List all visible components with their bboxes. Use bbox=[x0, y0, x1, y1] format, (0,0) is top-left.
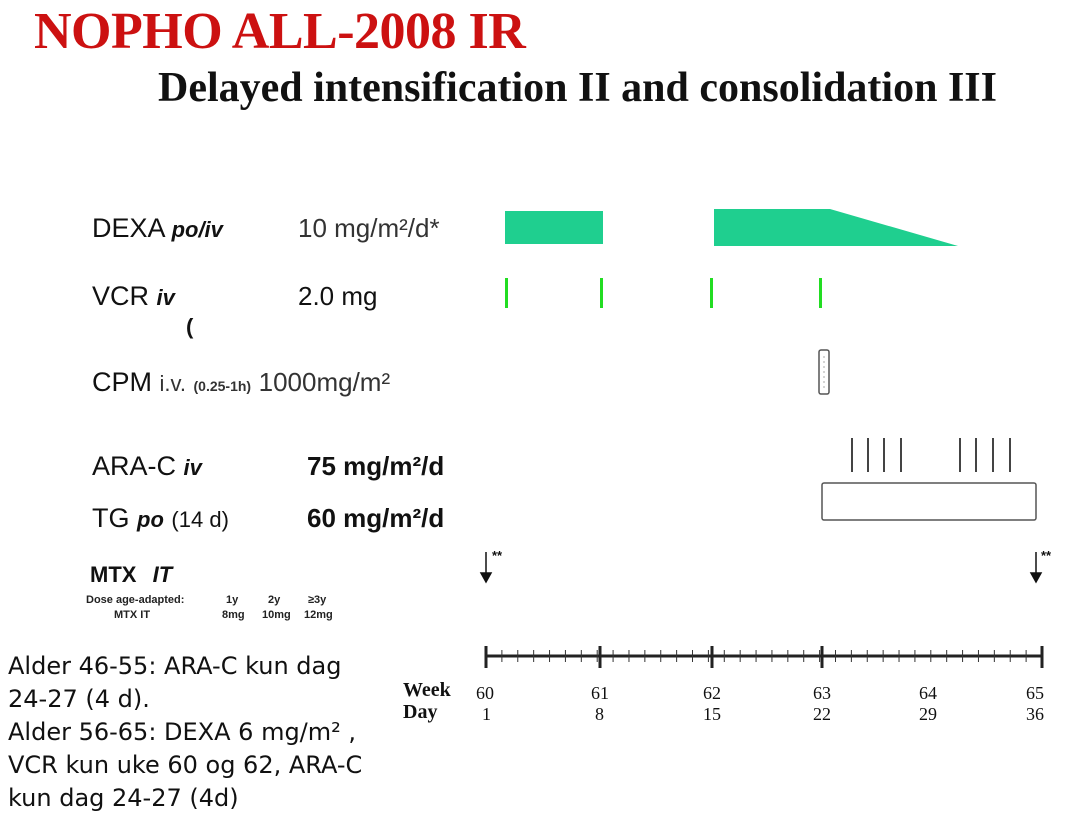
day-tick-label: 1 bbox=[482, 704, 491, 724]
vcr-dose-mark bbox=[600, 278, 603, 308]
dose-table-dose-3: 12mg bbox=[304, 609, 333, 621]
note-line: Alder 56-65: DEXA 6 mg/m² , bbox=[8, 718, 357, 746]
note-line: Alder 46-55: ARA-C kun dag bbox=[8, 652, 342, 680]
dexa-route: po/iv bbox=[171, 217, 223, 242]
vcr-dose-mark bbox=[819, 278, 822, 308]
cpm-dose-box bbox=[818, 349, 830, 395]
cpm-dose: 1000mg/m² bbox=[258, 367, 391, 397]
cpm-duration: (0.25-1h) bbox=[193, 378, 252, 394]
mtx-arrow-end bbox=[1029, 552, 1043, 584]
tg-name: TG bbox=[92, 503, 130, 533]
day-tick-label: 29 bbox=[919, 704, 937, 724]
week-tick-label: 61 bbox=[591, 683, 609, 703]
week-tick-label: 65 bbox=[1026, 683, 1044, 703]
arac-name: ARA-C bbox=[92, 451, 177, 481]
note-line: 24-27 (4 d). bbox=[8, 685, 150, 713]
day-tick-label: 8 bbox=[595, 704, 604, 724]
dose-table-heading: Dose age-adapted: bbox=[86, 594, 185, 606]
day-tick-label: 36 bbox=[1026, 704, 1044, 724]
note-line: kun dag 24-27 (4d) bbox=[8, 784, 239, 812]
mtx-label: MTX IT bbox=[90, 562, 172, 588]
vcr-label: VCR iv bbox=[92, 281, 175, 312]
tg-duration: (14 d) bbox=[171, 507, 229, 532]
week-tick-label: 63 bbox=[813, 683, 831, 703]
arac-dose-ticks bbox=[851, 438, 1011, 472]
timeline-day-label: Day bbox=[403, 701, 438, 723]
dose-table-dose-1: 8mg bbox=[222, 609, 245, 621]
dexa-block-2-taper bbox=[714, 209, 958, 246]
tg-dose-box bbox=[821, 482, 1037, 521]
mtx-arrow-start bbox=[479, 552, 493, 584]
vcr-route: iv bbox=[156, 285, 175, 310]
arac-label: ARA-C iv bbox=[92, 451, 202, 482]
tg-route: po bbox=[137, 507, 164, 532]
tg-dose: 60 mg/m²/d bbox=[307, 503, 445, 533]
arac-dose: 75 mg/m²/d bbox=[307, 451, 445, 481]
day-tick-label: 22 bbox=[813, 704, 831, 724]
vcr-stray-mark: ( bbox=[186, 314, 194, 339]
vcr-name: VCR bbox=[92, 281, 150, 311]
mtx-route: IT bbox=[152, 562, 173, 587]
cpm-name: CPM bbox=[92, 367, 152, 397]
mtx-marker-end: ** bbox=[1041, 548, 1052, 563]
dose-table-age-3: ≥3y bbox=[308, 594, 327, 606]
dexa-label: DEXA po/iv bbox=[92, 213, 223, 244]
dexa-dose: 10 mg/m²/d* bbox=[298, 213, 440, 243]
dexa-block-1 bbox=[505, 211, 603, 244]
arac-route: iv bbox=[183, 455, 202, 480]
mtx-marker-start: ** bbox=[492, 548, 503, 563]
vcr-dose-mark bbox=[710, 278, 713, 308]
vcr-dose: 2.0 mg bbox=[298, 281, 378, 311]
vcr-dose-mark bbox=[505, 278, 508, 308]
timeline-minor-ticks bbox=[501, 650, 1027, 662]
mtx-name: MTX bbox=[90, 562, 137, 587]
page-title: NOPHO ALL-2008 IR bbox=[34, 3, 526, 60]
dose-table-drug: MTX IT bbox=[114, 609, 151, 621]
day-tick-label: 15 bbox=[703, 704, 721, 724]
week-tick-label: 62 bbox=[703, 683, 721, 703]
dose-table-age-1: 1y bbox=[226, 594, 239, 606]
timeline-axis bbox=[484, 646, 1044, 668]
week-tick-label: 64 bbox=[919, 683, 937, 703]
note-line: VCR kun uke 60 og 62, ARA-C bbox=[8, 751, 363, 779]
dose-table-age-2: 2y bbox=[268, 594, 281, 606]
dose-table-dose-2: 10mg bbox=[262, 609, 291, 621]
age-notes: Alder 46-55: ARA-C kun dag 24-27 (4 d). … bbox=[8, 650, 378, 815]
tg-label: TG po (14 d) bbox=[92, 503, 229, 534]
cpm-route: i.v. bbox=[159, 371, 186, 396]
dexa-name: DEXA bbox=[92, 213, 165, 243]
page-subtitle: Delayed intensification II and consolida… bbox=[158, 65, 997, 111]
cpm-label: CPM i.v. (0.25-1h) 1000mg/m² bbox=[92, 367, 390, 398]
timeline-week-label: Week bbox=[403, 679, 451, 701]
week-tick-label: 60 bbox=[476, 683, 494, 703]
